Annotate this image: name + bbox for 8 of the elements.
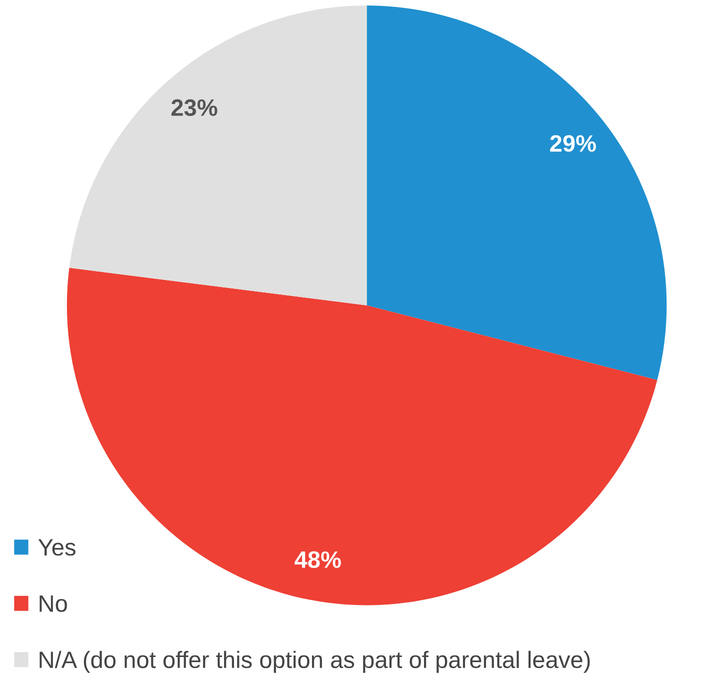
- data-label: 23%: [171, 99, 218, 116]
- legend-label: No: [40, 595, 67, 612]
- data-label: 48%: [294, 551, 341, 568]
- pie-slice: [366, 5, 667, 380]
- legend-label: Yes: [38, 539, 76, 556]
- pie-slice: [69, 5, 367, 306]
- data-label: 29%: [550, 135, 596, 152]
- legend-label: N/A (do not offer this option as part of parental leave): [40, 650, 590, 673]
